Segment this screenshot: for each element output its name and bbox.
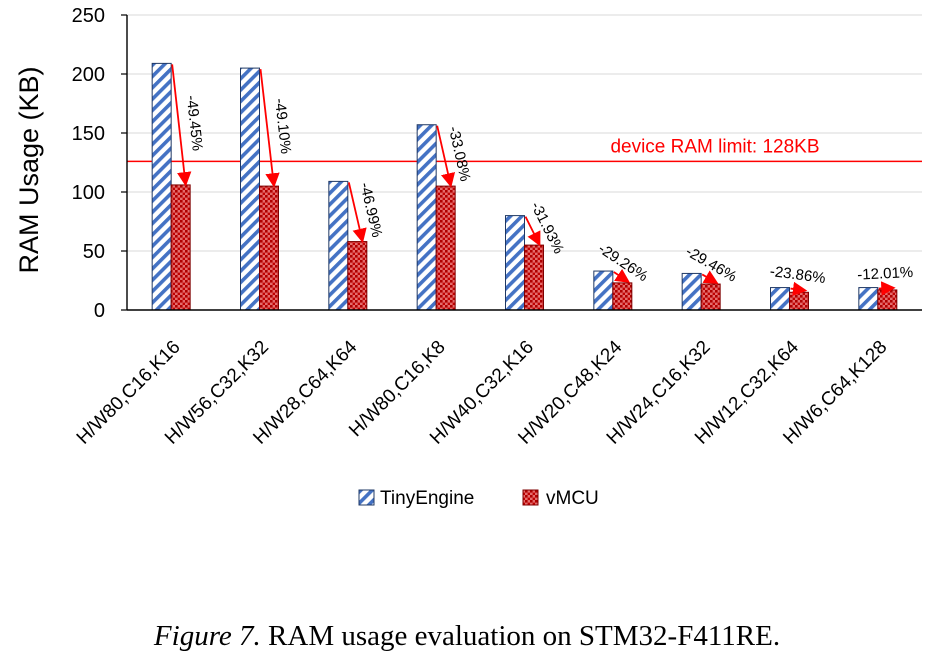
axes (121, 14, 922, 311)
caption-figure-label: Figure 7. (153, 620, 261, 652)
bar-vmcu (612, 282, 633, 311)
y-tick-label: 250 (72, 5, 105, 27)
ram-limit-label: device RAM limit: 128KB (610, 136, 819, 157)
bar-vmcu (435, 185, 456, 311)
bar-tinyengine (505, 215, 525, 311)
reduction-label: -49.10% (271, 97, 294, 154)
reduction-label: -12.01% (857, 264, 914, 284)
y-tick-label: 50 (83, 241, 105, 263)
legend-swatch-tinyengine (358, 489, 375, 506)
bar-vmcu (700, 283, 721, 311)
reduction-arrow (878, 281, 896, 296)
bar-tinyengine (858, 287, 879, 311)
bar-vmcu (877, 289, 898, 311)
bar-tinyengine (416, 124, 437, 311)
bar-tinyengine (593, 270, 614, 311)
reduction-arrow (524, 216, 541, 247)
legend: TinyEngine vMCU (358, 488, 599, 509)
y-axis-label: RAM Usage (KB) (14, 66, 44, 273)
reduction-arrow (171, 64, 192, 187)
bar-tinyengine (681, 272, 702, 311)
reduction-arrow (259, 68, 280, 188)
bar-vmcu (170, 184, 191, 311)
y-tick-labels: 0 50 100 150 200 250 (72, 5, 105, 322)
legend-label-tinyengine: TinyEngine (380, 488, 474, 509)
legend-swatch-vmcu (522, 489, 539, 506)
bar-tinyengine (240, 67, 260, 311)
bar-tinyengine (770, 287, 790, 311)
reduction-arrow (613, 268, 631, 283)
bar-tinyengine (328, 180, 349, 311)
reduction-arrow (790, 281, 808, 297)
bar-vmcu (789, 291, 809, 311)
y-tick-label: 0 (94, 300, 105, 322)
figure-caption: Figure 7. RAM usage evaluation on STM32-… (0, 620, 934, 653)
reduction-arrow (701, 270, 719, 284)
bars (151, 62, 898, 311)
bar-tinyengine (151, 62, 172, 311)
bar-vmcu (347, 241, 368, 311)
reduction-arrow (436, 125, 456, 188)
legend-label-vmcu: vMCU (546, 488, 599, 509)
ram-usage-chart: RAM Usage (KB) 0 50 100 150 200 250 device RA… (14, 5, 922, 509)
bar-vmcu (259, 185, 279, 311)
reduction-label: -49.45% (183, 94, 206, 151)
y-tick-label: 150 (72, 123, 105, 145)
x-category-labels: H/W80,C16,K16H/W56,C32,K32H/W28,C64,K64H… (73, 336, 892, 448)
reduction-label: -23.86% (769, 263, 827, 287)
y-tick-label: 200 (72, 64, 105, 86)
caption-text: RAM usage evaluation on STM32-F411RE. (268, 620, 781, 652)
reduction-arrow (347, 182, 367, 244)
bar-vmcu (524, 244, 544, 311)
y-tick-label: 100 (72, 182, 105, 204)
